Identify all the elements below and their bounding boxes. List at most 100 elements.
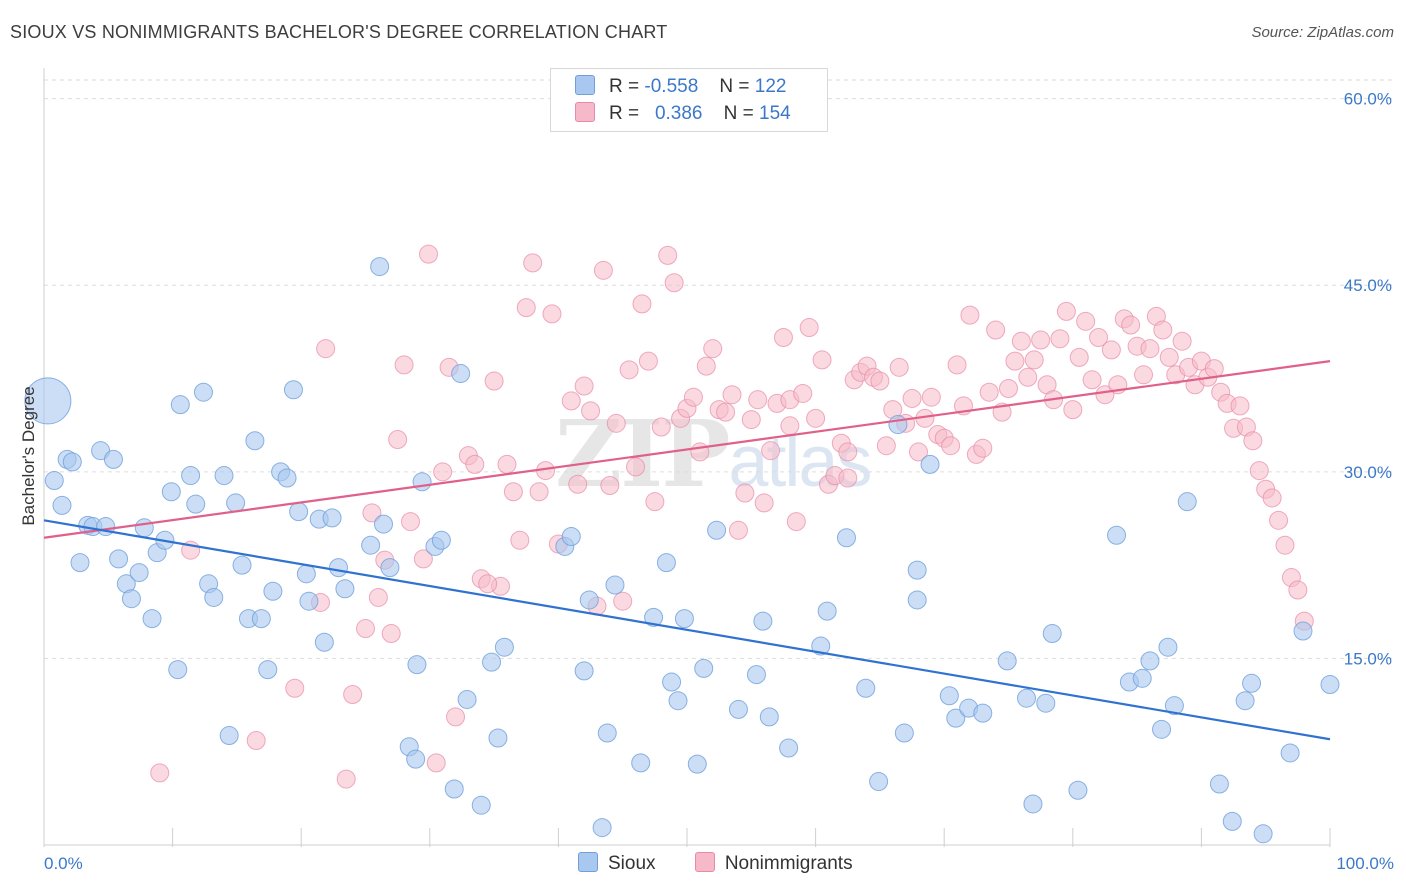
sioux-point [161, 482, 181, 502]
nonimmigrants-point [651, 417, 671, 437]
y-tick-label: 15.0% [1344, 649, 1392, 668]
sioux-point [1235, 691, 1255, 711]
series-legend: Sioux Nonimmigrants [578, 852, 887, 875]
nonimmigrants-point [876, 436, 896, 456]
y-tick-label: 30.0% [1344, 463, 1392, 482]
nonimmigrants-point [484, 371, 504, 391]
sioux-point [668, 691, 688, 711]
sioux-point [707, 520, 727, 540]
nonimmigrants-point [626, 457, 646, 477]
legend-n-label: N = [719, 76, 750, 97]
nonimmigrants-point [356, 619, 375, 639]
sioux-point [597, 723, 617, 743]
nonimmigrants-point [1243, 431, 1263, 451]
nonimmigrants-point [1269, 510, 1289, 530]
nonimmigrants-point [465, 454, 485, 474]
sioux-point [52, 495, 72, 515]
legend-r-label: R = [609, 103, 640, 124]
sioux-point [1068, 780, 1088, 800]
nonimmigrants-point [606, 413, 626, 433]
nonimmigrants-point [600, 476, 620, 496]
sioux-point [109, 549, 129, 569]
sioux-point [219, 726, 239, 746]
nonimmigrants-point [1249, 461, 1269, 481]
nonimmigrants-point [799, 318, 819, 338]
sioux-point [494, 637, 514, 657]
nonimmigrants-point [1262, 488, 1282, 508]
sioux-point [674, 609, 694, 629]
sioux-trendline [43, 519, 1331, 741]
nonimmigrants-point [960, 305, 980, 325]
nonimmigrants-point [368, 587, 388, 607]
sioux-point [779, 738, 799, 758]
sioux-point [1242, 673, 1262, 693]
sioux-point [1107, 525, 1127, 545]
sioux-point [245, 431, 265, 451]
sioux-point [380, 558, 400, 578]
x-tick-label: 100.0% [1336, 854, 1394, 873]
nonimmigrants-point [638, 351, 658, 371]
sioux-point [1152, 719, 1172, 739]
sioux-point [204, 587, 224, 607]
nonimmigrants-point [645, 492, 665, 512]
trend-lines [43, 360, 1331, 741]
axis-labels: 15.0% 30.0% 45.0% 60.0% 0.0% 100.0% Bachelor's… [19, 90, 1394, 873]
nonimmigrants-point [426, 753, 446, 773]
nonimmigrants-point [1069, 347, 1089, 367]
legend-item-nonimmigrants: Nonimmigrants [694, 852, 853, 875]
nonimmigrants-point [1050, 329, 1070, 349]
sioux-point [412, 472, 432, 492]
nonimmigrants-point [908, 442, 928, 462]
legend-n-value: 122 [754, 76, 787, 97]
nonimmigrants-points [150, 244, 1314, 789]
sioux-point [328, 558, 348, 578]
sioux-point [471, 795, 491, 815]
sioux-point [142, 609, 162, 629]
y-tick-label: 45.0% [1344, 276, 1392, 295]
nonimmigrants-point [516, 298, 536, 318]
nonimmigrants-point [979, 382, 999, 402]
nonimmigrants-point [902, 388, 922, 408]
nonimmigrants-point [593, 260, 613, 280]
nonimmigrants-point [1288, 580, 1308, 600]
nonimmigrants-point [696, 356, 716, 376]
nonimmigrants-point [1153, 320, 1173, 340]
nonimmigrants-point [581, 401, 601, 421]
sioux-swatch [578, 852, 598, 872]
sioux-point [574, 661, 594, 681]
sioux-point [370, 257, 390, 277]
nonimmigrants-point [419, 244, 439, 264]
sioux-point [129, 563, 149, 583]
sioux-point [70, 553, 90, 573]
nonimmigrants-point [574, 376, 594, 396]
nonimmigrants-point [1230, 396, 1250, 416]
sioux-point [283, 380, 303, 400]
sioux-point [226, 493, 246, 513]
nonimmigrants-swatch [575, 102, 595, 122]
nonimmigrants-point [773, 327, 793, 347]
sioux-point [1042, 624, 1062, 644]
nonimmigrants-point [1275, 535, 1295, 555]
sioux-point [662, 672, 682, 692]
nonimmigrants-point [362, 503, 382, 523]
sioux-point [656, 553, 676, 573]
nonimmigrants-point [921, 387, 941, 407]
sioux-point [62, 452, 82, 472]
sioux-point [869, 772, 889, 792]
nonimmigrants-point [1089, 327, 1109, 347]
nonimmigrants-point [632, 294, 652, 314]
sioux-point [451, 364, 471, 384]
legend-row-sioux: R = -0.558 N = 122 [575, 75, 786, 99]
sioux-point [1140, 651, 1160, 671]
sioux-point [1280, 743, 1300, 763]
nonimmigrants-point [947, 355, 967, 375]
nonimmigrants-point [1056, 301, 1076, 321]
sioux-point [232, 555, 252, 575]
nonimmigrants-point [381, 624, 401, 644]
sioux-point [322, 508, 342, 528]
nonimmigrants-point [889, 357, 909, 377]
y-axis-title: Bachelor's Degree [19, 386, 38, 525]
sioux-point [277, 468, 297, 488]
legend-label-nonimmigrants: Nonimmigrants [724, 853, 853, 874]
